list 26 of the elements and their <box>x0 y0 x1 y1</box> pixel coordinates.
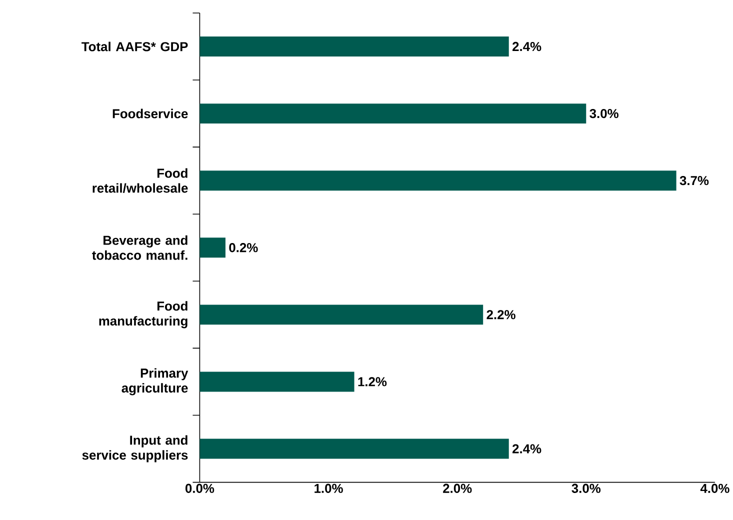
data-label: 2.2% <box>486 310 516 320</box>
bar <box>200 103 586 124</box>
x-tick-label: 3.0% <box>572 484 601 493</box>
data-label: 1.2% <box>358 377 387 386</box>
x-tick-label: 4.0% <box>700 484 730 493</box>
y-tick-label: Total AAFS* GDP <box>82 42 188 52</box>
y-tick-label: Primary agriculture <box>122 368 188 396</box>
bar <box>200 238 226 258</box>
y-tick-label: Input and service suppliers <box>82 435 188 462</box>
y-tick-label: Foodservice <box>112 108 188 118</box>
bar <box>200 170 676 190</box>
bar <box>200 438 509 459</box>
data-label: 2.4% <box>512 444 542 454</box>
y-tick-label: Food manufacturing <box>99 301 188 328</box>
x-tick-label: 0.0% <box>185 484 214 493</box>
bar <box>200 372 354 392</box>
data-label: 3.7% <box>680 176 709 186</box>
x-tick-label: 2.0% <box>443 484 472 493</box>
data-label: 2.4% <box>512 42 542 51</box>
y-tick-label: Food retail/wholesale <box>92 168 188 193</box>
data-label: 3.0% <box>590 108 618 118</box>
x-tick-label: 1.0% <box>314 484 343 493</box>
data-label: 0.2% <box>229 242 258 252</box>
y-tick-label: Beverage and tobacco manuf. <box>92 235 188 260</box>
bar <box>200 304 484 325</box>
bar <box>200 36 509 56</box>
